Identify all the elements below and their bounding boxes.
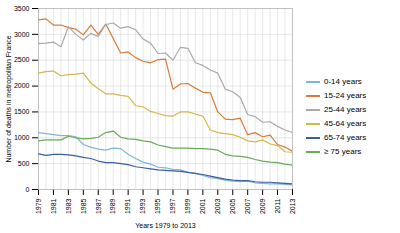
svg-text:1983: 1983: [65, 198, 72, 214]
svg-text:1981: 1981: [50, 198, 57, 214]
svg-text:Number of deaths in metropolit: Number of deaths in metropolitan France: [5, 35, 13, 162]
svg-text:2000: 2000: [14, 82, 30, 89]
html-text:45-64 years: 45-64 years: [324, 119, 367, 128]
svg-text:1995: 1995: [154, 198, 161, 214]
svg-text:1999: 1999: [184, 198, 191, 214]
svg-text:1993: 1993: [139, 198, 146, 214]
html-text:65-74 years: 65-74 years: [324, 133, 367, 142]
svg-text:0: 0: [26, 186, 30, 193]
svg-text:2005: 2005: [229, 198, 236, 214]
html-text:15-24 years: 15-24 years: [324, 91, 367, 100]
html-text:0-14 years: 0-14 years: [324, 77, 362, 86]
svg-text:1985: 1985: [80, 198, 87, 214]
svg-text:1987: 1987: [95, 198, 102, 214]
svg-text:3500: 3500: [14, 5, 30, 12]
svg-text:2007: 2007: [244, 198, 251, 214]
html-text:≥ 75 years: ≥ 75 years: [324, 147, 362, 156]
svg-text:2001: 2001: [199, 198, 206, 214]
svg-text:3000: 3000: [14, 31, 30, 38]
svg-text:1991: 1991: [124, 198, 131, 214]
svg-text:2003: 2003: [214, 198, 221, 214]
svg-text:2009: 2009: [259, 198, 266, 214]
svg-text:2013: 2013: [289, 198, 296, 214]
svg-text:1500: 1500: [14, 108, 30, 115]
svg-text:1979: 1979: [35, 198, 42, 214]
svg-text:2011: 2011: [274, 198, 281, 213]
html-text:25-44 years: 25-44 years: [324, 105, 367, 114]
svg-text:2500: 2500: [14, 56, 30, 63]
svg-text:1989: 1989: [109, 198, 116, 214]
svg-text:500: 500: [18, 160, 30, 167]
svg-text:Years 1979 to 2013: Years 1979 to 2013: [135, 222, 196, 229]
svg-text:1997: 1997: [169, 198, 176, 214]
svg-text:1000: 1000: [14, 134, 30, 141]
